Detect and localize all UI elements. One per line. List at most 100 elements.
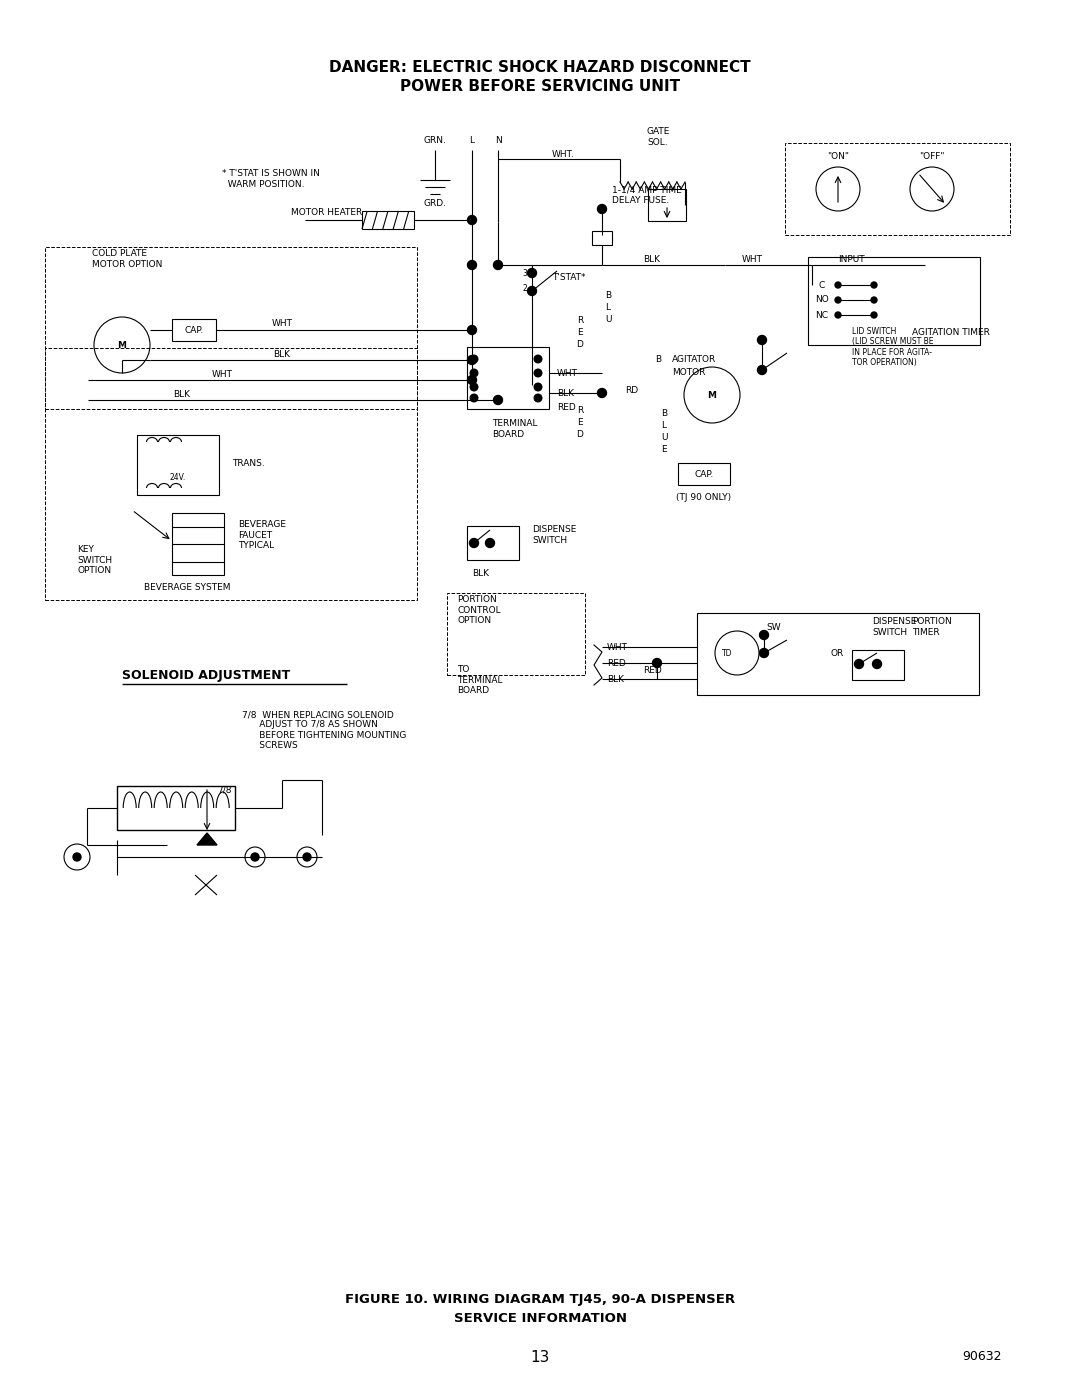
Circle shape [468,355,476,365]
Circle shape [535,383,542,391]
Text: AGITATOR: AGITATOR [672,355,716,363]
Circle shape [470,394,477,402]
Text: COLD PLATE
MOTOR OPTION: COLD PLATE MOTOR OPTION [92,249,162,268]
Circle shape [835,282,841,288]
Text: B: B [661,408,667,418]
Text: MOTOR: MOTOR [672,367,705,377]
Text: BLK: BLK [273,349,291,359]
Text: U: U [661,433,667,441]
Text: NO: NO [815,296,828,305]
Text: DISPENSE
SWITCH: DISPENSE SWITCH [872,617,916,637]
Circle shape [835,312,841,319]
Text: PORTION
CONTROL
OPTION: PORTION CONTROL OPTION [457,595,501,624]
Text: TRANS.: TRANS. [232,458,265,468]
Bar [785,142,1010,235]
Circle shape [527,286,537,296]
Text: BLK: BLK [472,569,489,577]
Text: BLK: BLK [644,254,661,264]
Text: T'STAT*: T'STAT* [552,272,585,282]
Text: B: B [654,355,661,363]
Text: TO
TERMINAL
BOARD: TO TERMINAL BOARD [457,665,502,694]
Text: SW: SW [767,623,781,631]
Text: BLK: BLK [174,390,190,398]
Text: R: R [577,405,583,415]
Text: WHT: WHT [212,369,232,379]
Circle shape [759,630,769,640]
Circle shape [757,335,767,345]
Text: B: B [605,291,611,299]
Text: DANGER: ELECTRIC SHOCK HAZARD DISCONNECT
POWER BEFORE SERVICING UNIT: DANGER: ELECTRIC SHOCK HAZARD DISCONNECT… [329,60,751,95]
Circle shape [468,376,476,384]
Text: E: E [577,418,583,426]
Text: "ON": "ON" [827,151,849,161]
Text: L: L [470,136,474,144]
Bar [592,231,612,244]
Text: BEVERAGE SYSTEM: BEVERAGE SYSTEM [144,583,230,591]
Bar [137,434,219,495]
Text: DISPENSE
SWITCH: DISPENSE SWITCH [532,525,577,545]
Circle shape [486,538,495,548]
Text: N: N [495,136,501,144]
Text: * T'STAT IS SHOWN IN
  WARM POSITION.: * T'STAT IS SHOWN IN WARM POSITION. [222,169,320,189]
Bar [45,247,417,409]
Text: TD: TD [721,648,732,658]
Text: INPUT: INPUT [838,254,865,264]
Bar [172,319,216,341]
Circle shape [470,383,477,391]
Circle shape [251,854,259,861]
Circle shape [470,538,478,548]
Circle shape [757,366,767,374]
Bar [45,348,417,599]
Text: KEY
SWITCH
OPTION: KEY SWITCH OPTION [77,545,112,576]
Circle shape [597,388,607,398]
Text: E: E [661,444,666,454]
Text: CAP.: CAP. [694,469,714,479]
Bar [808,257,980,345]
Text: WHT: WHT [742,254,762,264]
Text: WHT: WHT [557,369,578,377]
Text: SOLENOID ADJUSTMENT: SOLENOID ADJUSTMENT [122,669,291,682]
Bar [678,462,730,485]
Text: 7/8: 7/8 [217,785,231,795]
Circle shape [870,298,877,303]
Text: RED: RED [557,402,576,412]
Text: RED: RED [643,665,661,675]
Text: LID SWITCH
(LID SCREW MUST BE
IN PLACE FOR AGITA-
TOR OPERATION): LID SWITCH (LID SCREW MUST BE IN PLACE F… [852,327,933,367]
Text: MOTOR HEATER: MOTOR HEATER [291,208,362,217]
Text: 90632: 90632 [962,1351,1002,1363]
Text: FIGURE 10. WIRING DIAGRAM TJ45, 90-A DISPENSER
SERVICE INFORMATION: FIGURE 10. WIRING DIAGRAM TJ45, 90-A DIS… [345,1294,735,1324]
Circle shape [535,394,542,402]
Text: GATE
SOL.: GATE SOL. [646,127,670,147]
Text: 7/8  WHEN REPLACING SOLENOID
      ADJUST TO 7/8 AS SHOWN
      BEFORE TIGHTENIN: 7/8 WHEN REPLACING SOLENOID ADJUST TO 7/… [242,710,406,750]
Circle shape [468,215,476,225]
Circle shape [597,204,607,214]
Bar [467,346,549,409]
Text: RD: RD [625,386,638,394]
Text: D: D [577,429,583,439]
Circle shape [494,395,502,405]
Bar [172,513,224,576]
Bar [852,650,904,680]
Text: WHT: WHT [607,643,627,651]
Text: GRN.: GRN. [423,136,446,144]
Text: E: E [577,327,583,337]
Text: (TJ 90 ONLY): (TJ 90 ONLY) [676,493,731,502]
Circle shape [303,854,311,861]
Text: PORTION
TIMER: PORTION TIMER [912,617,951,637]
Circle shape [468,326,476,334]
Text: L: L [606,303,610,312]
Circle shape [535,355,542,363]
Bar [117,787,235,830]
Circle shape [470,369,477,377]
Circle shape [873,659,881,669]
Polygon shape [197,833,217,845]
Text: D: D [577,339,583,348]
Text: M: M [118,341,126,349]
Text: 3: 3 [522,268,527,278]
Text: 2: 2 [523,284,527,292]
Circle shape [468,260,476,270]
Circle shape [535,369,542,377]
Bar [362,211,414,229]
Circle shape [759,648,769,658]
Circle shape [870,312,877,319]
